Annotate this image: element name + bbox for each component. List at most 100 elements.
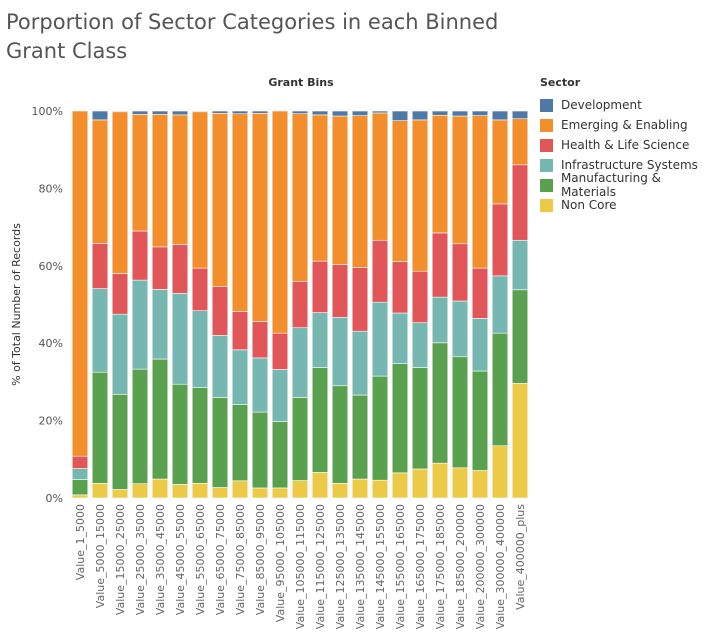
bar-segment-infrastructure-systems[interactable] — [171, 292, 189, 385]
bar-segment-health-life-science[interactable] — [71, 455, 89, 469]
bar-segment-infrastructure-systems[interactable] — [191, 310, 209, 389]
bar-segment-manufacturing-materials[interactable] — [451, 356, 469, 469]
bar-segment-manufacturing-materials[interactable] — [471, 370, 489, 471]
bar-segment-non-core[interactable] — [331, 482, 349, 499]
bar-segment-development[interactable] — [331, 110, 349, 117]
bar-segment-development[interactable] — [491, 110, 509, 121]
bar-segment-emerging-enabling[interactable] — [151, 114, 169, 248]
bar-segment-infrastructure-systems[interactable] — [231, 349, 249, 405]
bar-segment-manufacturing-materials[interactable] — [171, 383, 189, 485]
bar-segment-emerging-enabling[interactable] — [71, 110, 89, 457]
bar-segment-manufacturing-materials[interactable] — [271, 421, 289, 489]
bar-segment-manufacturing-materials[interactable] — [251, 411, 269, 489]
bar-segment-health-life-science[interactable] — [251, 321, 269, 359]
bar-segment-emerging-enabling[interactable] — [351, 115, 369, 268]
bar-segment-non-core[interactable] — [251, 487, 269, 499]
bar-segment-emerging-enabling[interactable] — [191, 111, 209, 269]
bar-segment-development[interactable] — [231, 110, 249, 115]
bar-segment-manufacturing-materials[interactable] — [491, 332, 509, 447]
bar-segment-development[interactable] — [311, 110, 329, 116]
bar-segment-infrastructure-systems[interactable] — [411, 322, 429, 368]
bar-segment-emerging-enabling[interactable] — [491, 119, 509, 205]
bar-segment-infrastructure-systems[interactable] — [371, 301, 389, 377]
bar-segment-development[interactable] — [411, 110, 429, 121]
bar-segment-infrastructure-systems[interactable] — [451, 300, 469, 358]
bar-segment-manufacturing-materials[interactable] — [131, 368, 149, 484]
bar-segment-health-life-science[interactable] — [511, 164, 529, 241]
bar-segment-development[interactable] — [471, 110, 489, 116]
bar-segment-non-core[interactable] — [471, 470, 489, 499]
bar-segment-infrastructure-systems[interactable] — [71, 468, 89, 480]
bar-segment-development[interactable] — [91, 110, 109, 121]
bar-segment-health-life-science[interactable] — [131, 230, 149, 281]
bar-segment-infrastructure-systems[interactable] — [471, 318, 489, 372]
bar-segment-non-core[interactable] — [491, 445, 509, 499]
bar-segment-non-core[interactable] — [291, 480, 309, 499]
bar-segment-health-life-science[interactable] — [391, 261, 409, 314]
bar-segment-health-life-science[interactable] — [171, 244, 189, 294]
bar-segment-manufacturing-materials[interactable] — [211, 397, 229, 488]
bar-segment-manufacturing-materials[interactable] — [311, 367, 329, 473]
bar-segment-non-core[interactable] — [91, 482, 109, 499]
bar-segment-development[interactable] — [431, 110, 449, 116]
bar-segment-health-life-science[interactable] — [471, 267, 489, 319]
legend-item-infrastructure-systems[interactable]: Infrastructure Systems — [540, 155, 719, 175]
bar-segment-non-core[interactable] — [451, 467, 469, 499]
legend-item-emerging-enabling[interactable]: Emerging & Enabling — [540, 115, 719, 135]
bar-segment-development[interactable] — [351, 110, 369, 116]
bar-segment-health-life-science[interactable] — [411, 270, 429, 323]
bar-segment-emerging-enabling[interactable] — [311, 114, 329, 262]
bar-segment-infrastructure-systems[interactable] — [271, 369, 289, 422]
bar-segment-emerging-enabling[interactable] — [431, 114, 449, 234]
bar-segment-non-core[interactable] — [271, 487, 289, 499]
bar-segment-non-core[interactable] — [311, 472, 329, 499]
legend-item-development[interactable]: Development — [540, 95, 719, 115]
bar-segment-health-life-science[interactable] — [191, 267, 209, 311]
bar-segment-manufacturing-materials[interactable] — [371, 375, 389, 481]
bar-segment-emerging-enabling[interactable] — [391, 120, 409, 262]
bar-segment-manufacturing-materials[interactable] — [231, 404, 249, 482]
legend-item-manufacturing-materials[interactable]: Manufacturing & Materials — [540, 171, 719, 199]
bar-segment-non-core[interactable] — [391, 472, 409, 499]
bar-segment-non-core[interactable] — [191, 482, 209, 499]
bar-segment-infrastructure-systems[interactable] — [131, 279, 149, 370]
bar-segment-health-life-science[interactable] — [311, 260, 329, 313]
bar-segment-health-life-science[interactable] — [91, 243, 109, 289]
bar-segment-non-core[interactable] — [151, 478, 169, 499]
bar-segment-health-life-science[interactable] — [151, 246, 169, 290]
bar-segment-manufacturing-materials[interactable] — [91, 371, 109, 484]
bar-segment-development[interactable] — [251, 110, 269, 114]
bar-segment-development[interactable] — [511, 110, 529, 120]
bar-segment-infrastructure-systems[interactable] — [291, 327, 309, 398]
bar-segment-manufacturing-materials[interactable] — [391, 363, 409, 474]
bar-segment-infrastructure-systems[interactable] — [511, 239, 529, 291]
bar-segment-non-core[interactable] — [131, 483, 149, 499]
bar-segment-health-life-science[interactable] — [451, 243, 469, 302]
bar-segment-infrastructure-systems[interactable] — [211, 335, 229, 398]
bar-segment-infrastructure-systems[interactable] — [331, 316, 349, 387]
bar-segment-emerging-enabling[interactable] — [511, 118, 529, 166]
bar-segment-emerging-enabling[interactable] — [231, 113, 249, 312]
bar-segment-development[interactable] — [111, 110, 129, 113]
bar-segment-non-core[interactable] — [231, 480, 249, 499]
bar-segment-health-life-science[interactable] — [331, 264, 349, 318]
bar-segment-emerging-enabling[interactable] — [291, 113, 309, 282]
bar-segment-non-core[interactable] — [351, 478, 369, 499]
bar-segment-health-life-science[interactable] — [231, 311, 249, 351]
bar-segment-development[interactable] — [191, 110, 209, 113]
bar-segment-emerging-enabling[interactable] — [91, 119, 109, 244]
bar-segment-manufacturing-materials[interactable] — [151, 358, 169, 480]
bar-segment-infrastructure-systems[interactable] — [351, 330, 369, 396]
bar-segment-health-life-science[interactable] — [371, 239, 389, 303]
bar-segment-development[interactable] — [371, 110, 389, 114]
bar-segment-emerging-enabling[interactable] — [451, 115, 469, 245]
bar-segment-emerging-enabling[interactable] — [271, 110, 289, 334]
bar-segment-manufacturing-materials[interactable] — [511, 289, 529, 384]
bar-segment-infrastructure-systems[interactable] — [491, 275, 509, 334]
bar-segment-development[interactable] — [451, 110, 469, 117]
bar-segment-development[interactable] — [131, 110, 149, 115]
bar-segment-health-life-science[interactable] — [271, 332, 289, 370]
bar-segment-health-life-science[interactable] — [111, 273, 129, 315]
bar-segment-emerging-enabling[interactable] — [411, 119, 429, 272]
legend-item-non-core[interactable]: Non Core — [540, 195, 719, 215]
